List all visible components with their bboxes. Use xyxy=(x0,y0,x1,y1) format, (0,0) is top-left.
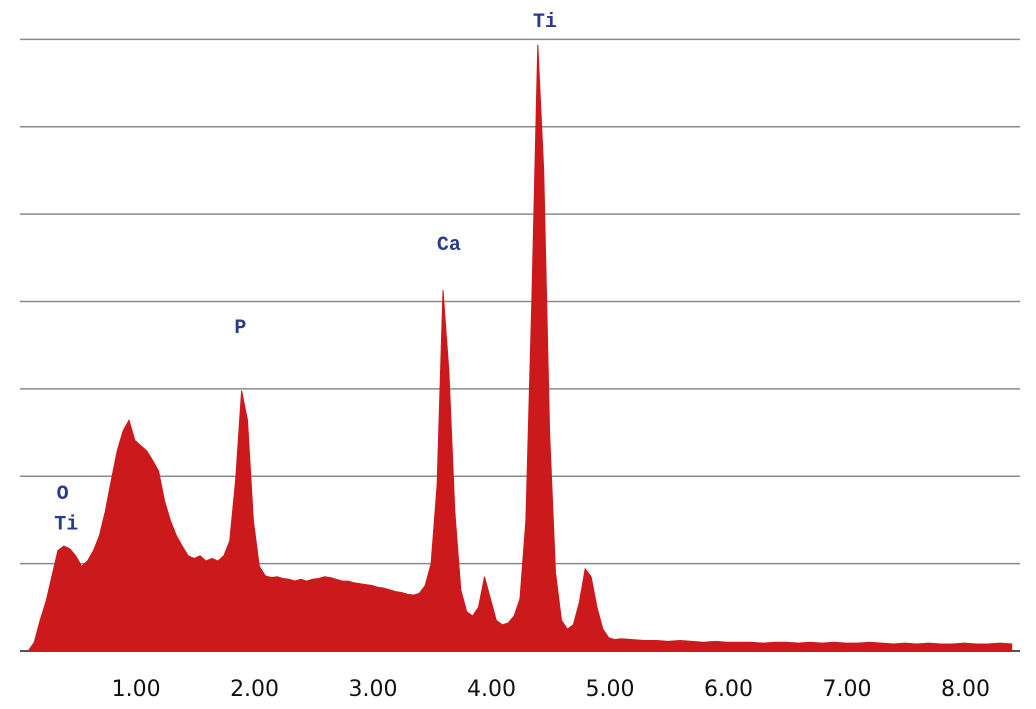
x-tick-label: 1.00 xyxy=(112,677,161,702)
plot-area xyxy=(27,44,1013,652)
x-tick-label: 2.00 xyxy=(230,677,279,702)
peak-label: O xyxy=(57,483,69,506)
x-tick-label: 8.00 xyxy=(941,677,990,702)
x-tick-label: 5.00 xyxy=(586,677,635,702)
peak-label: Ca xyxy=(437,234,461,257)
peak-label: Ti xyxy=(533,11,557,34)
peak-label: Ti xyxy=(54,514,78,537)
x-tick-label: 7.00 xyxy=(822,677,871,702)
x-tick-label: 3.00 xyxy=(349,677,398,702)
x-tick-label: 4.00 xyxy=(467,677,516,702)
spectrum-area xyxy=(27,44,1013,652)
labels: 1.00 2.00 3.00 4.00 5.00 6.00 7.00 8.00 Ti Ca P O Ti xyxy=(54,11,990,702)
peak-label: P xyxy=(234,317,246,340)
grid xyxy=(20,38,1020,652)
x-tick-label: 6.00 xyxy=(704,677,753,702)
